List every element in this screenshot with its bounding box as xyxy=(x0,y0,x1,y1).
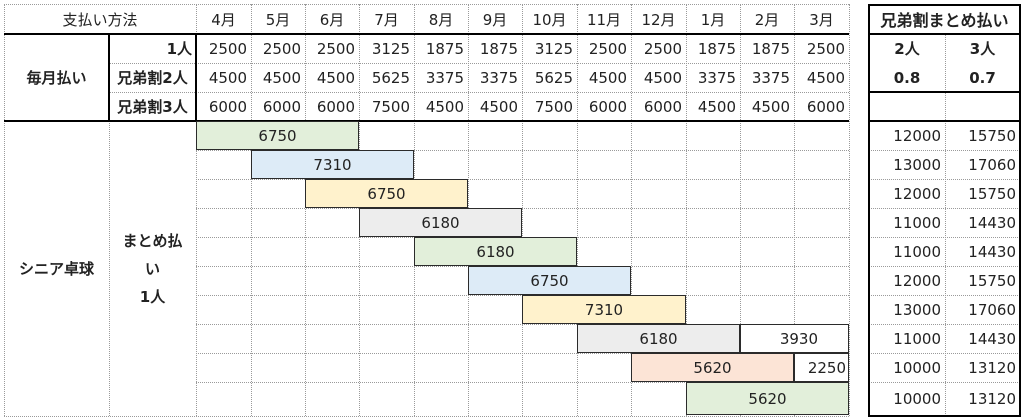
bulk-header-3-persons: 3人 xyxy=(969,40,996,58)
fee-cell: 1875 xyxy=(425,39,464,58)
month-header: 7月 xyxy=(374,10,399,29)
bulk-payment-bar: 6180 xyxy=(414,237,577,266)
month-header: 10月 xyxy=(532,10,567,29)
bulk-2-persons-cell: 13000 xyxy=(893,300,941,319)
bulk-payment-bar: 6750 xyxy=(468,266,631,295)
bulk-3-persons-cell: 13120 xyxy=(968,358,1016,377)
bulk-payment-bar: 6180 xyxy=(359,208,522,237)
bulk-3-persons-cell: 15750 xyxy=(968,184,1016,203)
month-header: 1月 xyxy=(700,10,726,29)
fee-cell: 2500 xyxy=(262,39,301,58)
fee-cell: 5625 xyxy=(371,68,410,87)
bulk-2-persons-cell: 12000 xyxy=(893,184,941,203)
bulk-2-persons-cell: 11000 xyxy=(893,213,941,232)
bulk-2-persons-cell: 11000 xyxy=(893,242,941,261)
bulk-rate-2-persons: 0.8 xyxy=(893,68,921,87)
fee-cell: 3375 xyxy=(751,68,790,87)
fee-cell: 2500 xyxy=(588,39,627,58)
bulk-payment-bar: 5620 xyxy=(686,382,849,415)
fee-cell: 2500 xyxy=(806,39,845,58)
fee-cell: 3125 xyxy=(371,39,410,58)
fee-cell: 3125 xyxy=(534,39,573,58)
fee-cell: 4500 xyxy=(425,97,464,116)
fee-cell: 4500 xyxy=(479,97,518,116)
fee-cell: 4500 xyxy=(806,68,845,87)
bulk-payment-bar: 6750 xyxy=(305,179,468,208)
bulk-3-persons-cell: 15750 xyxy=(968,126,1016,145)
senior-sublabel-line-1: まとめ払 xyxy=(122,231,183,250)
fee-cell: 2500 xyxy=(316,39,355,58)
fee-cell: 4500 xyxy=(751,97,790,116)
fee-cell: 4500 xyxy=(588,68,627,87)
month-header: 9月 xyxy=(482,10,508,29)
month-header: 8月 xyxy=(428,10,454,29)
bulk-2-persons-cell: 10000 xyxy=(893,389,941,408)
senior-sublabel-line-3: 1人 xyxy=(139,287,166,306)
fee-cell: 4500 xyxy=(697,97,736,116)
fee-cell: 1875 xyxy=(479,39,518,58)
partial-bulk-bar: 3930 xyxy=(740,324,849,353)
senior-sublabel-line-2: い xyxy=(144,259,160,278)
payment-method-header: 支払い方法 xyxy=(62,10,138,29)
partial-bulk-bar: 2250 xyxy=(794,353,849,382)
fee-cell: 6000 xyxy=(316,97,355,116)
row-label-sibling-3: 兄弟割3人 xyxy=(117,98,188,116)
fee-cell: 2500 xyxy=(208,39,247,58)
bulk-rate-3-persons: 0.7 xyxy=(969,68,996,87)
fee-cell: 2500 xyxy=(643,39,682,58)
month-header: 11月 xyxy=(586,10,622,29)
row-label-1-person: 1人 xyxy=(166,40,192,58)
bulk-3-persons-cell: 14430 xyxy=(968,242,1016,261)
fee-cell: 4500 xyxy=(208,68,247,87)
bulk-payment-bar: 6750 xyxy=(196,121,359,150)
fee-cell: 4500 xyxy=(643,68,682,87)
fee-cell: 3375 xyxy=(425,68,464,87)
bulk-payment-bar: 6180 xyxy=(577,324,740,353)
bulk-3-persons-cell: 14430 xyxy=(968,213,1016,232)
fee-cell: 6000 xyxy=(806,97,845,116)
fee-cell: 1875 xyxy=(697,39,736,58)
bulk-3-persons-cell: 13120 xyxy=(968,389,1016,408)
bulk-3-persons-cell: 14430 xyxy=(968,329,1016,348)
bulk-3-persons-cell: 17060 xyxy=(968,300,1016,319)
month-header: 3月 xyxy=(809,10,834,29)
month-header: 4月 xyxy=(211,10,236,29)
bulk-3-persons-cell: 15750 xyxy=(968,271,1016,290)
row-label-sibling-2: 兄弟割2人 xyxy=(117,69,188,87)
fee-cell: 6000 xyxy=(262,97,301,116)
fee-cell: 3375 xyxy=(697,68,736,87)
bulk-2-persons-cell: 12000 xyxy=(893,271,941,290)
monthly-section-label: 毎月払い xyxy=(26,69,87,87)
month-header: 6月 xyxy=(319,10,345,29)
fee-cell: 6000 xyxy=(643,97,682,116)
fee-cell: 1875 xyxy=(751,39,790,58)
bulk-payment-bar: 7310 xyxy=(251,150,414,179)
fee-cell: 3375 xyxy=(479,68,518,87)
senior-section-label: シニア卓球 xyxy=(18,260,94,278)
fee-cell: 6000 xyxy=(588,97,627,116)
bulk-2-persons-cell: 10000 xyxy=(893,358,941,377)
month-header: 5月 xyxy=(265,10,291,29)
fee-cell: 4500 xyxy=(316,68,355,87)
bulk-2-persons-cell: 13000 xyxy=(893,155,941,174)
month-header: 2月 xyxy=(754,10,780,29)
bulk-payment-bar: 5620 xyxy=(631,353,794,382)
bulk-2-persons-cell: 12000 xyxy=(893,126,941,145)
bulk-header-2-persons: 2人 xyxy=(894,40,920,58)
fee-cell: 7500 xyxy=(534,97,573,116)
fee-cell: 5625 xyxy=(534,68,573,87)
bulk-payment-bar: 7310 xyxy=(522,295,686,324)
bulk-3-persons-cell: 17060 xyxy=(968,155,1016,174)
month-header: 12月 xyxy=(641,10,676,29)
fee-cell: 4500 xyxy=(262,68,301,87)
bulk-2-persons-cell: 11000 xyxy=(893,329,941,348)
bulk-discount-title: 兄弟割まとめ払い xyxy=(880,11,1009,30)
fee-cell: 6000 xyxy=(208,97,247,116)
fee-cell: 7500 xyxy=(371,97,410,116)
